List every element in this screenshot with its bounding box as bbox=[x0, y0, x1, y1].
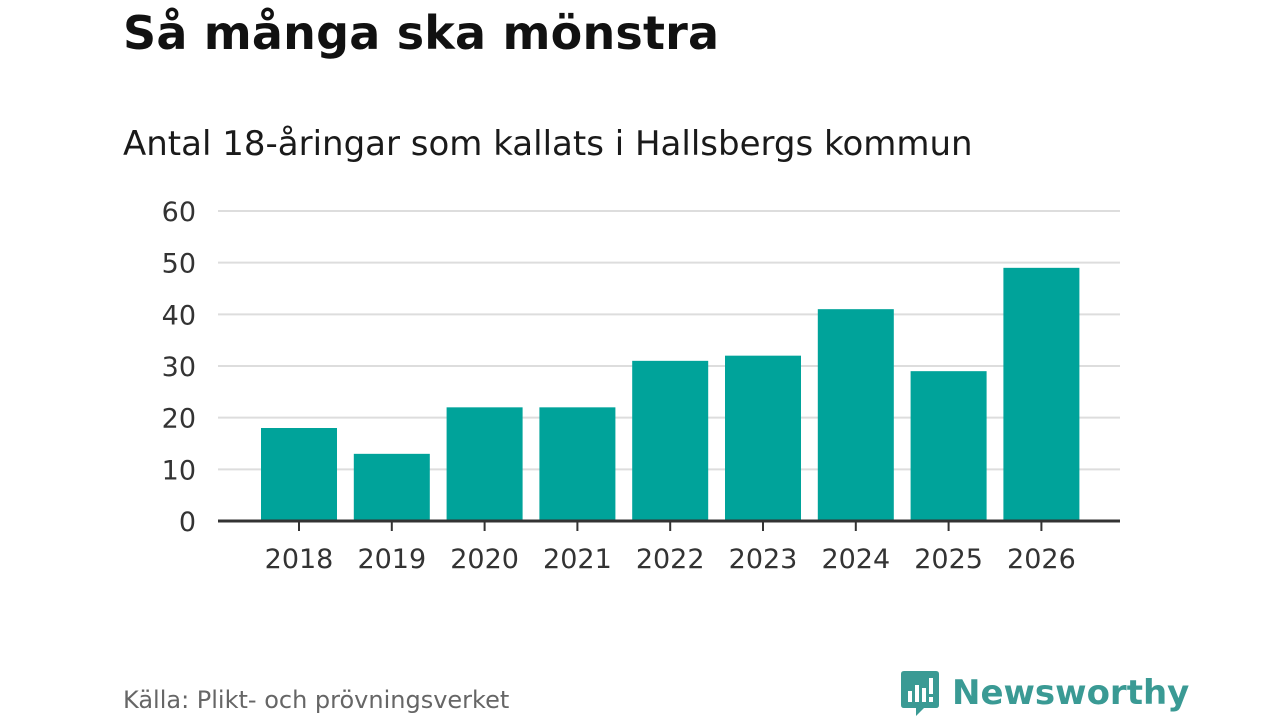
x-tick-label: 2019 bbox=[357, 544, 426, 575]
y-tick-label: 20 bbox=[162, 404, 196, 435]
y-tick-label: 60 bbox=[162, 197, 196, 228]
bar-2021 bbox=[539, 407, 616, 521]
x-tick-label: 2020 bbox=[450, 544, 519, 575]
bar-2020 bbox=[446, 407, 523, 521]
brand-name: Newsworthy bbox=[952, 673, 1190, 713]
x-tick-label: 2026 bbox=[1007, 544, 1076, 575]
y-axis-ticks: 0 10 20 30 40 50 60 bbox=[162, 197, 196, 538]
x-tick-label: 2022 bbox=[636, 544, 705, 575]
bar-2024 bbox=[817, 309, 894, 521]
newsworthy-logo-icon bbox=[901, 671, 939, 716]
bar-2025 bbox=[910, 371, 987, 521]
x-axis bbox=[218, 519, 1120, 531]
y-tick-label: 30 bbox=[162, 352, 196, 383]
y-tick-label: 40 bbox=[162, 300, 196, 331]
x-tick-label: 2025 bbox=[914, 544, 983, 575]
brand-logo[interactable]: Newsworthy bbox=[900, 668, 1189, 718]
x-tick-label: 2018 bbox=[265, 544, 334, 575]
bar-2023 bbox=[725, 355, 801, 521]
bar-2018 bbox=[261, 428, 337, 521]
chart-title: Så många ska mönstra bbox=[123, 6, 720, 60]
x-tick-label: 2023 bbox=[729, 544, 798, 575]
y-tick-label: 0 bbox=[179, 507, 196, 538]
y-tick-label: 10 bbox=[162, 455, 196, 486]
x-axis-ticks: 2018 2019 2020 2021 2022 2023 2024 2025 2026 bbox=[265, 544, 1076, 575]
x-tick-label: 2024 bbox=[821, 544, 890, 575]
y-tick-label: 50 bbox=[162, 249, 196, 280]
source-note: Källa: Plikt- och prövningsverket bbox=[123, 686, 510, 714]
bars bbox=[261, 267, 1080, 521]
bar-2022 bbox=[632, 360, 709, 521]
bar-2026 bbox=[1003, 267, 1080, 521]
x-tick-label: 2021 bbox=[543, 544, 612, 575]
chart-subtitle: Antal 18-åringar som kallats i Hallsberg… bbox=[123, 124, 973, 164]
bar-2019 bbox=[353, 453, 430, 521]
